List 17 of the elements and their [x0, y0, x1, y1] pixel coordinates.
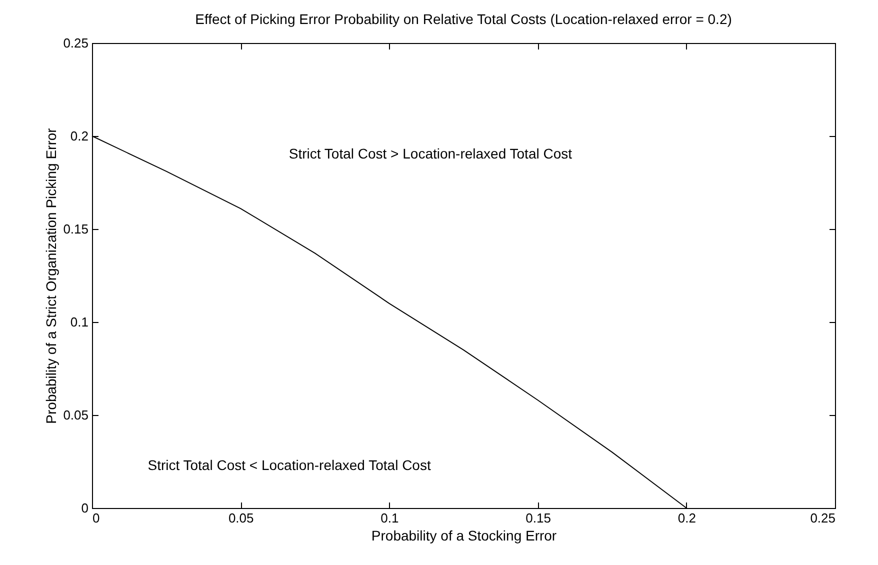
annotation: Strict Total Cost > Location-relaxed Total Cost [288, 146, 572, 162]
x-tick-label: 0.1 [380, 510, 399, 526]
x-tick-label: 0.25 [810, 510, 836, 526]
y-tick-label: 0.15 [63, 222, 88, 236]
chart-title: Effect of Picking Error Probability on Relative Total Costs (Location-relaxed error = 0.2) [195, 11, 732, 27]
x-tick-label: 0 [92, 510, 100, 526]
annotation: Strict Total Cost < Location-relaxed Total Cost [148, 457, 431, 474]
x-tick-label: 0.15 [526, 510, 551, 526]
x-tick-label: 0.2 [678, 510, 696, 526]
y-axis-title: Probability of a Strict Organization Picking Error [43, 128, 60, 424]
x-tick-label: 0.05 [228, 510, 254, 526]
y-tick-label: 0.05 [63, 408, 88, 422]
y-tick-label: 0.2 [70, 128, 88, 144]
y-tick-label: 0.25 [63, 36, 88, 50]
y-tick-label: 0 [81, 500, 88, 516]
y-tick-label: 0.1 [70, 314, 88, 330]
x-axis-title: Probability of a Stocking Error [371, 528, 557, 544]
